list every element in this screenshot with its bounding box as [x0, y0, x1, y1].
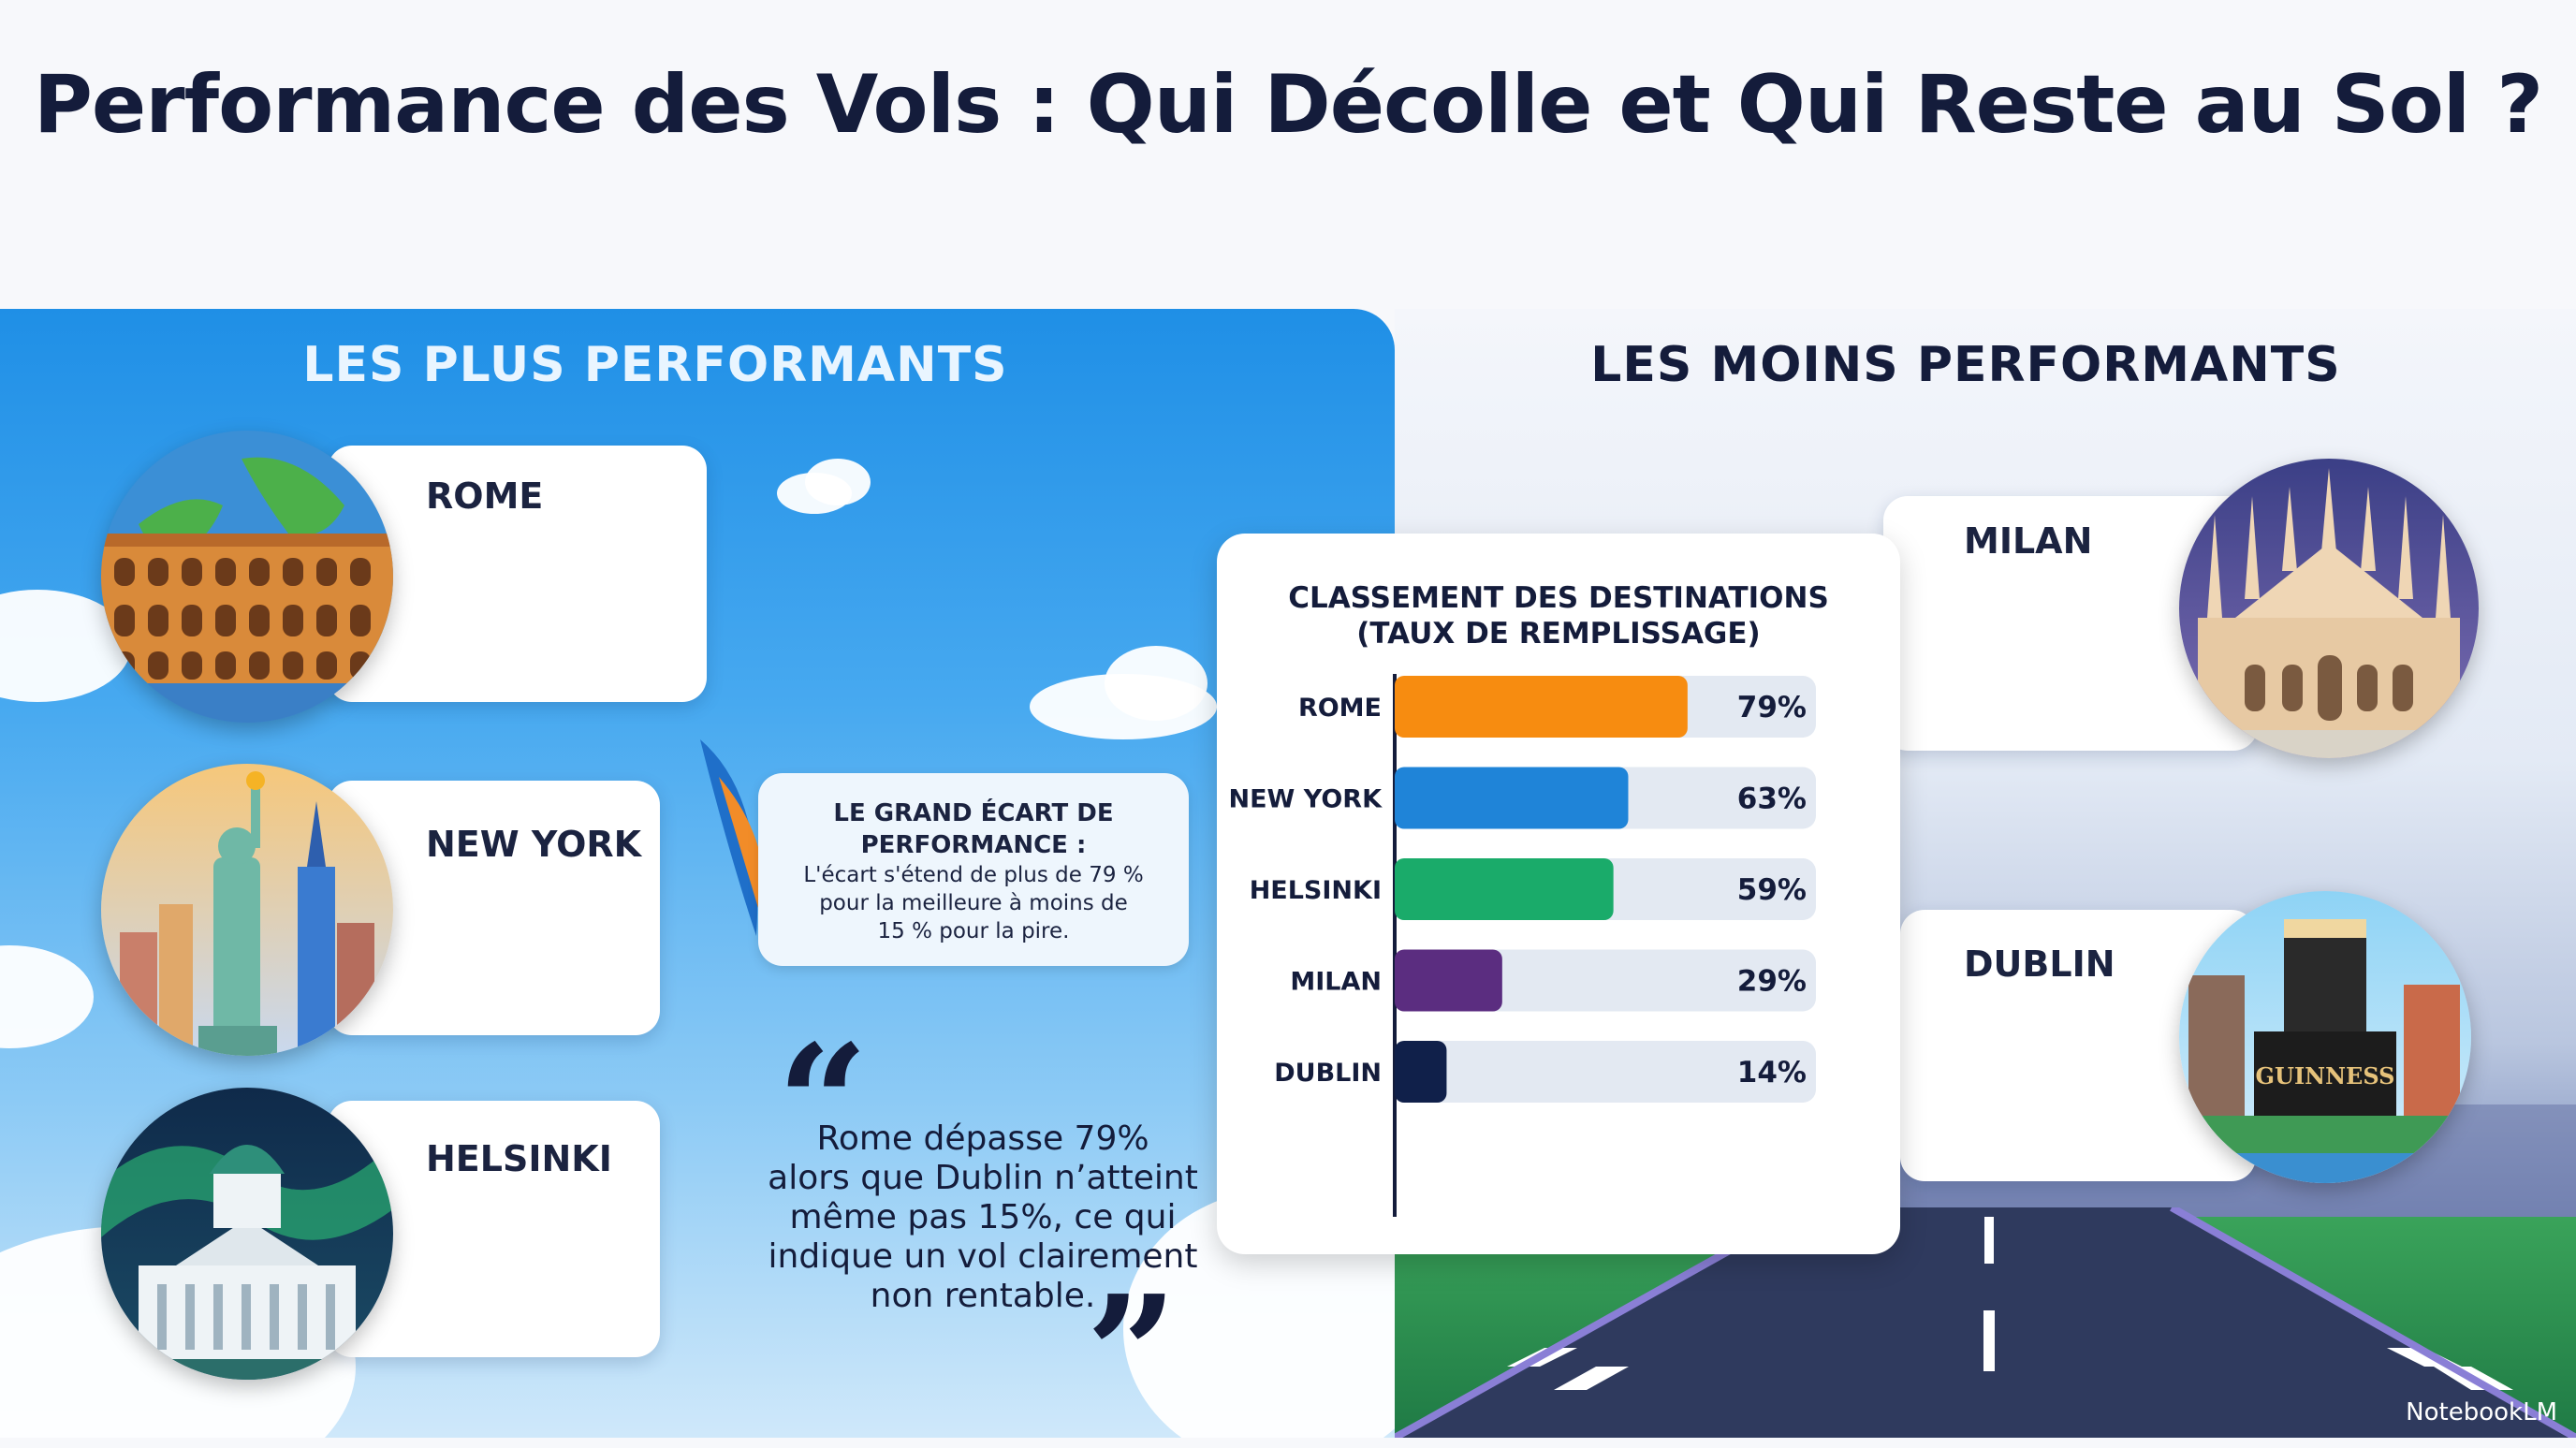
gap-title-line2: PERFORMANCE : [860, 831, 1087, 859]
cloud [0, 945, 94, 1048]
runway [1395, 1207, 2576, 1438]
page-title: Performance des Vols : Qui Décolle et Qu… [33, 58, 2543, 152]
performance-gap-callout: LE GRAND ÉCART DE PERFORMANCE : L'écart … [758, 773, 1189, 966]
airline-swoosh-icon [700, 739, 766, 936]
category-label: HELSINKI [1250, 876, 1382, 905]
quote-line: non rentable. [870, 1277, 1096, 1315]
city-label-rome: ROME [426, 475, 544, 517]
worst-heading: LES MOINS PERFORMANTS [1590, 337, 2341, 393]
dublin-guinness-icon: GUINNESS [2179, 891, 2471, 1183]
gap-text-line1: L'écart s'étend de plus de 79 % [803, 863, 1144, 887]
chart-title: CLASSEMENT DES DESTINATIONS (TAUX DE REM… [1217, 580, 1900, 651]
rome-colosseum-icon [101, 431, 393, 723]
value-label: 59% [1737, 873, 1807, 907]
bar-track [1395, 1041, 1816, 1103]
value-label: 29% [1737, 965, 1807, 999]
chart-title-line2: (TAUX DE REMPLISSAGE) [1356, 617, 1761, 651]
milan-duomo-icon [2179, 459, 2479, 758]
value-label: 63% [1737, 783, 1807, 816]
cloud [1105, 646, 1208, 721]
city-label-new-york: NEW YORK [426, 824, 642, 865]
chart-title-line1: CLASSEMENT DES DESTINATIONS [1288, 581, 1829, 615]
gap-text-line3: 15 % pour la pire. [877, 919, 1070, 943]
city-label-milan: MILAN [1964, 520, 2093, 562]
open-quote-icon: “ [777, 1010, 869, 1197]
category-label: ROME [1298, 694, 1382, 723]
helsinki-cathedral-icon [101, 1088, 393, 1380]
bar-milan [1395, 949, 1502, 1012]
city-label-dublin: DUBLIN [1964, 943, 2115, 985]
bar-chart: ROME 79% NEW YORK 63% HELSINKI 59% MILAN 29% DUB… [1229, 674, 1816, 1217]
quote-text: Rome dépasse 79% alors que Dublin n’atte… [749, 1119, 1217, 1316]
destinations-chart-card: CLASSEMENT DES DESTINATIONS (TAUX DE REM… [1217, 534, 1900, 1254]
close-quote-icon: ” [1086, 1261, 1178, 1448]
bar-new-york [1395, 767, 1629, 829]
new-york-statue-of-liberty-icon [101, 764, 393, 1056]
bar-helsinki [1395, 858, 1614, 920]
quote-line: même pas 15%, ce qui [789, 1198, 1177, 1236]
guinness-sign: GUINNESS [2256, 1062, 2395, 1090]
quote-line: Rome dépasse 79% [816, 1119, 1149, 1158]
gap-text-line2: pour la meilleure à moins de [819, 891, 1128, 915]
value-label: 14% [1737, 1056, 1807, 1090]
quote-line: alors que Dublin n’atteint [768, 1159, 1198, 1197]
bar-rome [1395, 676, 1688, 738]
value-label: 79% [1737, 691, 1807, 724]
cloud [805, 459, 871, 505]
gap-title-line1: LE GRAND ÉCART DE [833, 799, 1114, 827]
best-heading: LES PLUS PERFORMANTS [302, 337, 1008, 393]
quote-line: indique un vol clairement [768, 1237, 1198, 1276]
notebooklm-brand: NotebookLM [2406, 1398, 2557, 1426]
category-label: DUBLIN [1274, 1059, 1382, 1088]
category-label: MILAN [1290, 968, 1382, 997]
category-label: NEW YORK [1229, 785, 1383, 814]
city-label-helsinki: HELSINKI [426, 1138, 612, 1179]
bar-dublin [1395, 1041, 1447, 1103]
